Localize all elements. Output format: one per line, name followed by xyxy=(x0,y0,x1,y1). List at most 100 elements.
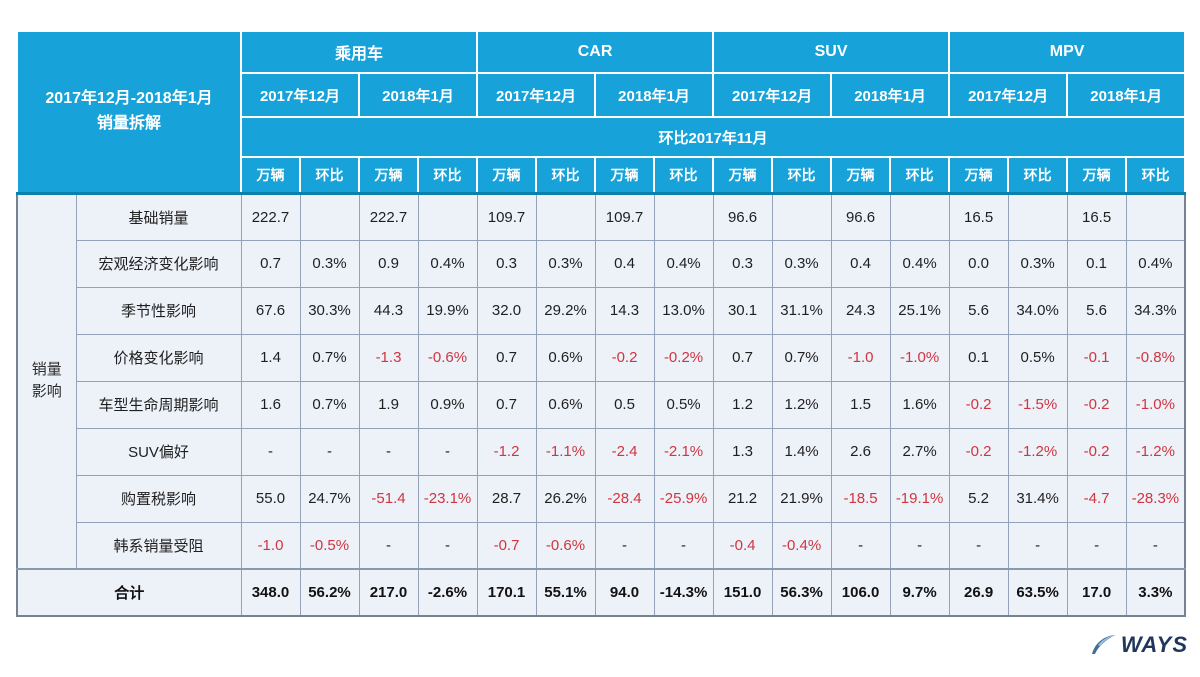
data-cell: -0.2 xyxy=(594,333,655,382)
data-cell: 32.0 xyxy=(476,286,537,335)
data-cell: 0.4% xyxy=(889,239,950,288)
data-cell: 0.9 xyxy=(358,239,419,288)
unit-header-mom: 环比 xyxy=(771,156,833,195)
data-cell: -51.4 xyxy=(358,474,419,523)
total-data-cell: 3.3% xyxy=(1125,568,1186,617)
data-cell: 21.2 xyxy=(712,474,773,523)
data-cell: 0.3% xyxy=(299,239,360,288)
header-group-row: 2017年12月-2018年1月 销量拆解 乘用车 CAR SUV MPV xyxy=(16,30,1187,195)
data-cell: 5.6 xyxy=(1066,286,1127,335)
unit-header-volume: 万辆 xyxy=(358,156,419,195)
data-cell xyxy=(771,192,832,241)
header-unit-row: 万辆 环比 万辆 环比 万辆 环比 万辆 环比 万辆 环比 万辆 环比 万辆 环… xyxy=(17,156,1187,195)
data-cell: -4.7 xyxy=(1066,474,1127,523)
data-cell: 0.5% xyxy=(653,380,714,429)
total-data-cell: 63.5% xyxy=(1007,568,1068,617)
data-cell: -2.4 xyxy=(594,427,655,476)
data-cell: -0.2 xyxy=(1066,427,1127,476)
data-cell: 0.3 xyxy=(476,239,537,288)
month-header-cell: 2018年1月 xyxy=(1066,72,1187,118)
data-cell: 0.7% xyxy=(299,333,360,382)
unit-header-volume: 万辆 xyxy=(1066,156,1128,195)
sales-decomposition-table: 2017年12月-2018年1月 销量拆解 乘用车 CAR SUV MPV 20… xyxy=(16,30,1187,617)
total-data-cell: 106.0 xyxy=(830,568,891,617)
data-cell: 1.9 xyxy=(358,380,419,429)
data-cell: - xyxy=(417,427,478,476)
unit-header-volume: 万辆 xyxy=(712,156,774,195)
data-cell: - xyxy=(653,521,714,570)
data-cell: 0.1 xyxy=(948,333,1009,382)
data-cell: 0.4% xyxy=(417,239,478,288)
data-cell: 24.7% xyxy=(299,474,360,523)
data-cell: -0.6% xyxy=(417,333,478,382)
data-cell xyxy=(417,192,478,241)
data-cell: - xyxy=(1125,521,1186,570)
table-title-line2: 销量拆解 xyxy=(96,114,161,132)
month-header-cell: 2017年12月 xyxy=(948,72,1069,118)
data-cell: -0.5% xyxy=(299,521,360,570)
data-cell: 96.6 xyxy=(712,192,773,241)
row-label: SUV偏好 xyxy=(75,427,242,476)
data-cell: 0.6% xyxy=(535,333,596,382)
data-cell: 5.2 xyxy=(948,474,1009,523)
group-header-car: CAR xyxy=(476,30,715,74)
header-compare-row: 环比2017年11月 xyxy=(17,116,1187,158)
row-label: 价格变化影响 xyxy=(75,333,242,382)
data-cell xyxy=(653,192,714,241)
unit-header-volume: 万辆 xyxy=(476,156,538,195)
unit-header-volume: 万辆 xyxy=(948,156,1010,195)
table-row: 韩系销量受阻 -1.0 -0.5% - - -0.7 -0.6% - - -0.4 -0.4% - - -… xyxy=(17,521,1186,570)
data-cell: - xyxy=(1066,521,1127,570)
data-cell: -1.2% xyxy=(1125,427,1186,476)
data-cell: -19.1% xyxy=(889,474,950,523)
data-cell: 0.3% xyxy=(771,239,832,288)
data-cell: -25.9% xyxy=(653,474,714,523)
unit-header-mom: 环比 xyxy=(653,156,715,195)
data-cell: 109.7 xyxy=(476,192,537,241)
data-cell: - xyxy=(889,521,950,570)
unit-header-volume: 万辆 xyxy=(594,156,656,195)
data-cell: - xyxy=(1007,521,1068,570)
data-cell: 67.6 xyxy=(240,286,301,335)
data-cell: 25.1% xyxy=(889,286,950,335)
data-cell: 26.2% xyxy=(535,474,596,523)
total-data-cell: 9.7% xyxy=(889,568,950,617)
data-cell: 222.7 xyxy=(240,192,301,241)
data-cell: 0.7 xyxy=(476,333,537,382)
month-header-cell: 2018年1月 xyxy=(357,72,479,118)
data-cell: 0.4% xyxy=(653,239,714,288)
row-label: 车型生命周期影响 xyxy=(75,380,242,429)
total-data-cell: 17.0 xyxy=(1066,568,1127,617)
unit-header-volume: 万辆 xyxy=(830,156,892,195)
data-cell: 0.3% xyxy=(1007,239,1068,288)
total-data-cell: 56.2% xyxy=(299,568,360,617)
data-cell: 0.1 xyxy=(1066,239,1127,288)
data-cell: 2.7% xyxy=(889,427,950,476)
data-cell: - xyxy=(299,427,360,476)
data-cell: -28.4 xyxy=(594,474,655,523)
data-cell: -1.0 xyxy=(240,521,301,570)
ways-logo: WAYS xyxy=(1091,632,1188,658)
month-header-cell: 2017年12月 xyxy=(712,72,833,118)
data-cell: 0.4% xyxy=(1125,239,1186,288)
total-data-cell: 151.0 xyxy=(712,568,773,617)
table-row: 宏观经济变化影响 0.7 0.3% 0.9 0.4% 0.3 0.3% 0.4 0.4% 0.3 0… xyxy=(17,239,1186,288)
data-cell: -0.2% xyxy=(653,333,714,382)
table-body: 销量 影响 基础销量 222.7 222.7 109.7 109.7 96.6 96.6 16.5… xyxy=(16,192,1186,617)
data-cell: -23.1% xyxy=(417,474,478,523)
total-data-cell: -2.6% xyxy=(417,568,478,617)
month-header-cell: 2018年1月 xyxy=(594,72,715,118)
data-cell: 5.6 xyxy=(948,286,1009,335)
total-row-label: 合计 xyxy=(16,568,242,617)
data-cell: 44.3 xyxy=(358,286,419,335)
ways-logo-text: WAYS xyxy=(1120,632,1188,657)
data-cell: 0.7 xyxy=(476,380,537,429)
data-cell: -0.2 xyxy=(948,380,1009,429)
data-cell: 16.5 xyxy=(1066,192,1127,241)
data-cell: 2.6 xyxy=(830,427,891,476)
unit-header-mom: 环比 xyxy=(889,156,951,195)
data-cell: -0.6% xyxy=(535,521,596,570)
total-data-cell: 170.1 xyxy=(476,568,537,617)
header-month-row: 2017年12月 2018年1月 2017年12月 2018年1月 2017年1… xyxy=(17,72,1187,118)
data-cell: 34.0% xyxy=(1007,286,1068,335)
